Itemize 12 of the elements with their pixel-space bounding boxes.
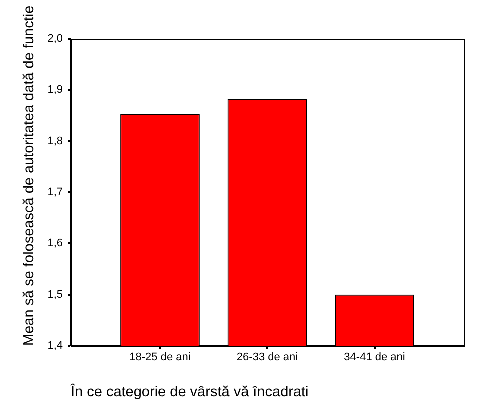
x-axis-title: În ce categorie de vârstă vă încadrati bbox=[70, 383, 309, 400]
y-axis-title: Mean să se folosească de autoritatea dată de functie bbox=[22, 6, 38, 346]
y-tick-label: 1,4 bbox=[48, 340, 63, 352]
y-tick-label: 1,5 bbox=[48, 288, 63, 301]
y-tick-label: 1,7 bbox=[48, 186, 63, 199]
x-tick-label: 34-41 de ani bbox=[344, 352, 406, 364]
y-tick-label: 2,0 bbox=[48, 33, 63, 46]
y-tick-label: 1,8 bbox=[48, 135, 63, 148]
y-tick-label: 1,6 bbox=[48, 238, 63, 250]
x-tick-label: 18-25 de ani bbox=[130, 352, 191, 364]
x-tick-label: 26-33 de ani bbox=[236, 352, 298, 364]
y-tick-label: 1,9 bbox=[48, 84, 63, 96]
